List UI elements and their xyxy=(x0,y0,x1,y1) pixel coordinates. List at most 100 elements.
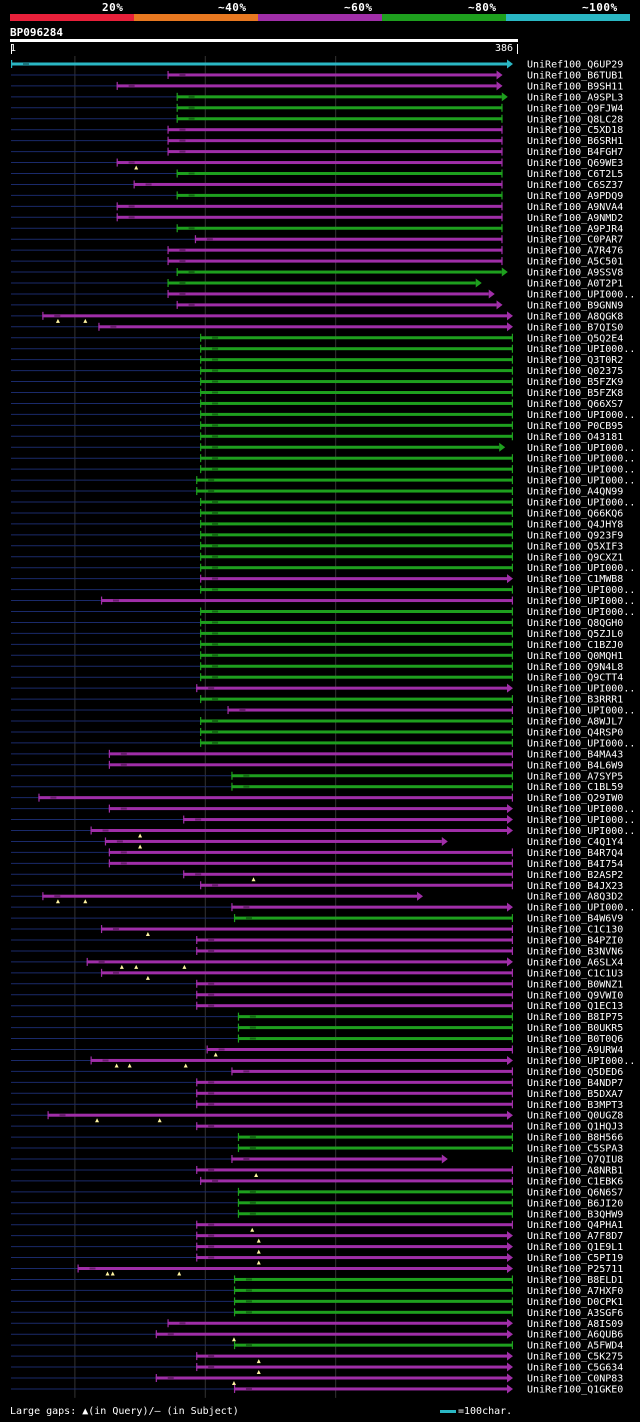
hit-start-tick xyxy=(200,673,202,682)
hit-bar xyxy=(237,1201,513,1205)
hit-end-tick xyxy=(511,990,513,999)
hit-label: UniRef100_A6SLX4 xyxy=(527,957,623,968)
hit-segment-gap xyxy=(23,63,29,65)
hit-bar xyxy=(237,1135,513,1139)
query-gap-marker xyxy=(127,1063,132,1068)
hit-bar xyxy=(47,1113,507,1117)
hit-label: UniRef100_UPI000.. xyxy=(527,804,635,815)
hit-label: UniRef100_A5C501 xyxy=(527,257,623,268)
hit-arrow xyxy=(507,957,513,967)
hit-start-tick xyxy=(231,782,233,791)
hit-label: UniRef100_UPI000.. xyxy=(527,1056,635,1067)
hit-start-tick xyxy=(200,333,202,342)
hit-bar xyxy=(176,95,502,99)
hit-start-tick xyxy=(233,1286,236,1295)
hit-bar xyxy=(196,1091,513,1095)
hit-segment-gap xyxy=(212,720,219,722)
hit-start-tick xyxy=(196,1242,198,1251)
hit-end-tick xyxy=(511,936,513,944)
legend-label-3: ~80% xyxy=(468,1,497,14)
hit-segment-gap xyxy=(179,128,186,131)
hit-segment-gap xyxy=(212,577,219,580)
hit-start-tick xyxy=(200,344,202,353)
hit-end-tick xyxy=(511,695,513,704)
hit-label: UniRef100_B4L6W9 xyxy=(527,760,623,771)
hit-label: UniRef100_C1C1U3 xyxy=(527,968,623,979)
hit-start-tick xyxy=(196,476,198,485)
hit-arrow xyxy=(417,891,424,901)
hit-start-tick xyxy=(196,1352,198,1361)
hit-label: UniRef100_Q9CTT4 xyxy=(527,673,623,684)
hit-end-tick xyxy=(511,640,513,649)
hit-end-tick xyxy=(511,519,513,528)
hit-bar xyxy=(42,314,507,318)
hit-segment-gap xyxy=(243,1158,250,1160)
hit-end-tick xyxy=(511,1308,513,1317)
hit-arrow xyxy=(475,278,482,288)
hit-label: UniRef100_Q8LC28 xyxy=(527,114,623,125)
hit-start-tick xyxy=(200,530,202,539)
hit-label: UniRef100_B3NVN6 xyxy=(527,946,623,957)
hit-label: UniRef100_Q9FJW4 xyxy=(527,103,623,114)
hit-start-tick xyxy=(231,1067,233,1076)
query-gap-marker xyxy=(105,1271,110,1276)
hit-bar xyxy=(77,1267,507,1270)
hit-bar xyxy=(200,380,513,384)
hit-segment-gap xyxy=(249,1136,256,1139)
hit-bar xyxy=(194,237,503,241)
hit-bar xyxy=(200,620,513,624)
hit-end-tick xyxy=(511,979,513,988)
hit-end-tick xyxy=(511,727,513,736)
hit-label: UniRef100_Q1GKE0 xyxy=(527,1384,623,1395)
hit-label: UniRef100_UPI000.. xyxy=(527,476,635,487)
hit-bar xyxy=(155,1376,507,1380)
hit-start-tick xyxy=(108,848,110,857)
hit-start-tick xyxy=(100,596,103,605)
hit-start-tick xyxy=(167,125,169,134)
hit-end-tick xyxy=(511,1133,513,1142)
hit-end-tick xyxy=(511,848,513,857)
hit-bar xyxy=(100,927,513,931)
hit-start-tick xyxy=(231,771,233,780)
hit-label: UniRef100_UPI000.. xyxy=(527,596,635,607)
hit-start-tick xyxy=(196,1078,198,1087)
hit-segment-gap xyxy=(208,1234,215,1237)
hit-segment-gap xyxy=(195,873,202,876)
hit-segment-gap xyxy=(50,796,57,799)
hit-end-tick xyxy=(511,1198,513,1207)
hit-segment-gap xyxy=(212,347,219,350)
hit-arrow xyxy=(507,1253,513,1263)
hit-bar xyxy=(176,193,503,197)
hit-label: UniRef100_B0WNZ1 xyxy=(527,979,623,990)
hit-segment-gap xyxy=(179,73,186,76)
hit-label: UniRef100_P25711 xyxy=(527,1264,623,1275)
hit-start-tick xyxy=(133,180,135,189)
hit-bar xyxy=(233,1299,513,1303)
hit-arrow xyxy=(507,902,513,912)
hit-start-tick xyxy=(200,651,202,660)
hit-segment-gap xyxy=(128,84,135,87)
hit-label: UniRef100_UPI000.. xyxy=(527,607,635,618)
hit-start-tick xyxy=(237,1209,240,1218)
hit-bar xyxy=(200,883,513,887)
hit-end-tick xyxy=(511,782,513,791)
hit-bar xyxy=(200,577,507,581)
query-gap-marker xyxy=(119,964,124,969)
hit-label: UniRef100_B6SRH1 xyxy=(527,136,623,147)
query-gap-marker xyxy=(256,1238,261,1243)
query-gap-marker xyxy=(231,1337,236,1342)
hit-segment-gap xyxy=(212,544,219,547)
hit-label: UniRef100_D0CPK1 xyxy=(527,1297,623,1308)
hit-end-tick xyxy=(511,1122,513,1131)
hit-arrow xyxy=(507,804,513,814)
hit-end-tick xyxy=(511,487,513,496)
hit-segment-gap xyxy=(208,993,215,996)
hit-label: UniRef100_Q3T0R2 xyxy=(527,355,623,366)
hit-bar xyxy=(200,664,513,668)
hit-label: UniRef100_UPI000.. xyxy=(527,903,635,914)
hit-start-tick xyxy=(116,81,118,90)
hit-bar xyxy=(108,850,513,854)
hit-bar xyxy=(200,522,513,526)
query-gap-marker xyxy=(182,964,187,969)
hit-label: UniRef100_B8ELD1 xyxy=(527,1275,623,1286)
